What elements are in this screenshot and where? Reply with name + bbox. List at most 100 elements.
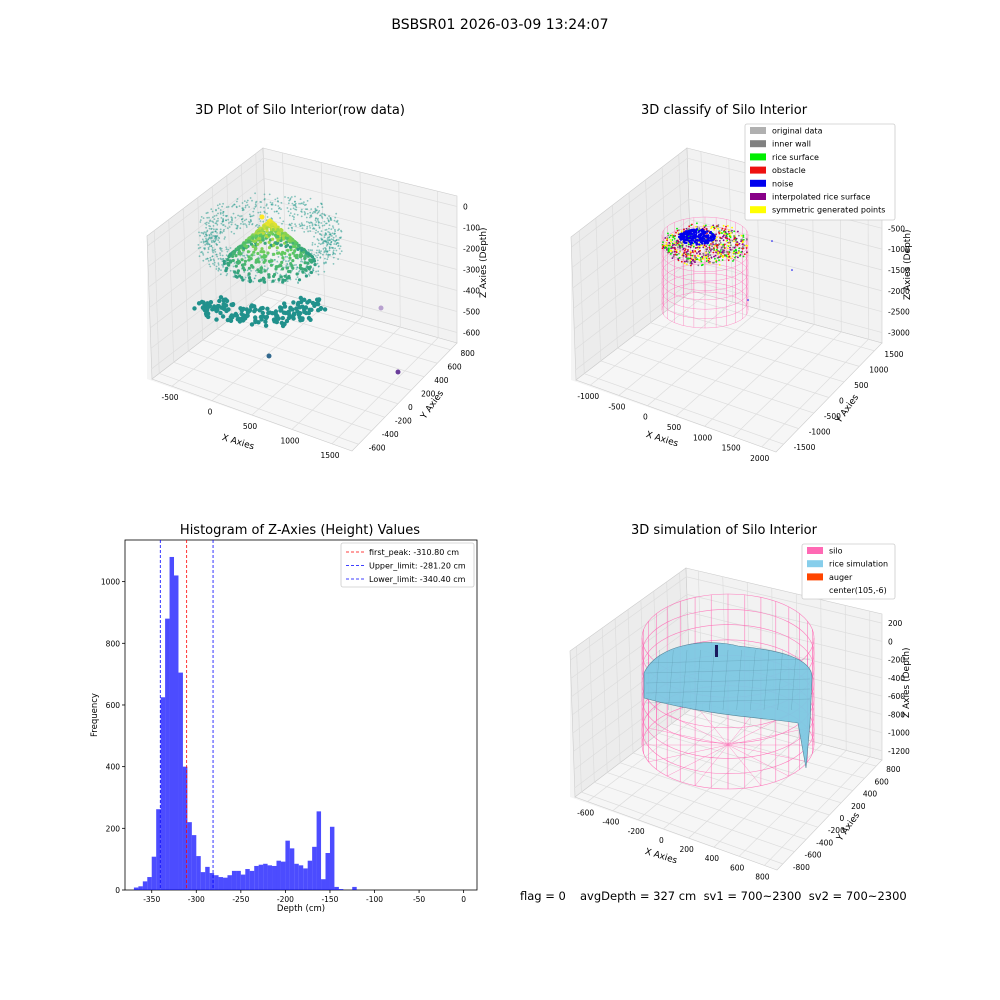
point — [263, 269, 267, 273]
point — [733, 240, 735, 243]
point — [700, 241, 703, 244]
point — [250, 219, 252, 222]
point — [327, 220, 330, 222]
point — [230, 223, 233, 226]
point — [261, 276, 265, 280]
point — [222, 210, 225, 213]
point — [678, 229, 680, 232]
point — [246, 250, 250, 254]
point — [715, 242, 717, 245]
silo-spoke — [694, 704, 729, 746]
x-tick-label: -500 — [161, 393, 178, 402]
point — [269, 263, 273, 267]
point — [690, 262, 693, 265]
point — [243, 255, 246, 257]
point — [222, 202, 225, 205]
point — [308, 225, 311, 227]
point — [687, 245, 690, 248]
point — [230, 231, 233, 233]
point — [252, 309, 257, 314]
point — [671, 257, 674, 259]
point — [690, 229, 694, 232]
point — [273, 233, 277, 237]
rice-mesh-line — [736, 649, 742, 711]
point — [669, 234, 672, 237]
point — [332, 227, 335, 229]
point — [219, 230, 222, 233]
point — [231, 251, 236, 256]
point — [321, 224, 324, 227]
legend-label: noise — [772, 179, 793, 188]
point — [244, 276, 247, 279]
point — [218, 268, 221, 271]
point — [696, 258, 699, 261]
point — [274, 198, 277, 201]
point — [248, 280, 252, 284]
point — [676, 239, 679, 242]
z-tick-label: -300 — [463, 266, 480, 275]
point — [305, 216, 308, 219]
point — [706, 239, 709, 242]
point — [217, 298, 222, 304]
point — [265, 203, 268, 206]
point — [722, 244, 724, 247]
point — [690, 264, 692, 267]
point — [680, 242, 683, 245]
point — [208, 234, 211, 237]
point — [714, 254, 717, 257]
z-tick-label: -2500 — [888, 308, 910, 317]
point — [311, 249, 313, 252]
point — [723, 251, 726, 254]
point — [273, 222, 277, 226]
z-gridline — [570, 576, 883, 661]
point — [693, 241, 697, 244]
z-tick-label: -100 — [463, 224, 480, 233]
point — [695, 228, 699, 231]
histogram-bar — [249, 870, 255, 890]
point — [706, 248, 708, 251]
point — [693, 258, 696, 261]
point — [218, 310, 223, 316]
point — [222, 220, 225, 223]
point — [318, 210, 321, 212]
classify-legend: original data inner wall rice surface obsta… — [744, 123, 896, 221]
point — [263, 211, 266, 214]
point — [266, 212, 268, 215]
point — [690, 254, 692, 257]
point — [256, 271, 259, 274]
point — [743, 253, 746, 256]
point — [289, 224, 292, 227]
point — [702, 254, 705, 257]
point — [317, 224, 320, 227]
point — [734, 249, 737, 252]
point — [258, 218, 261, 220]
rice-mesh-line — [645, 658, 811, 664]
point — [667, 234, 670, 237]
x-tick-label: 600 — [730, 863, 745, 872]
point — [296, 266, 299, 269]
point — [281, 256, 285, 260]
point — [254, 234, 258, 238]
point — [673, 250, 676, 253]
y-tick-label: 0 — [115, 886, 120, 895]
point — [280, 208, 282, 211]
point — [664, 237, 667, 239]
point — [285, 266, 289, 270]
y-tick-label: 400 — [106, 763, 121, 772]
point — [221, 258, 224, 261]
point — [717, 256, 720, 259]
point — [328, 239, 330, 242]
point — [742, 255, 745, 258]
point — [202, 232, 205, 235]
floor-gridline — [159, 373, 359, 445]
point — [293, 213, 296, 216]
point — [674, 247, 676, 249]
point — [297, 278, 302, 282]
point — [215, 303, 221, 309]
point — [275, 246, 279, 250]
point — [274, 204, 277, 207]
point — [207, 246, 210, 249]
point — [331, 232, 334, 235]
point — [216, 255, 219, 258]
point — [241, 278, 245, 282]
